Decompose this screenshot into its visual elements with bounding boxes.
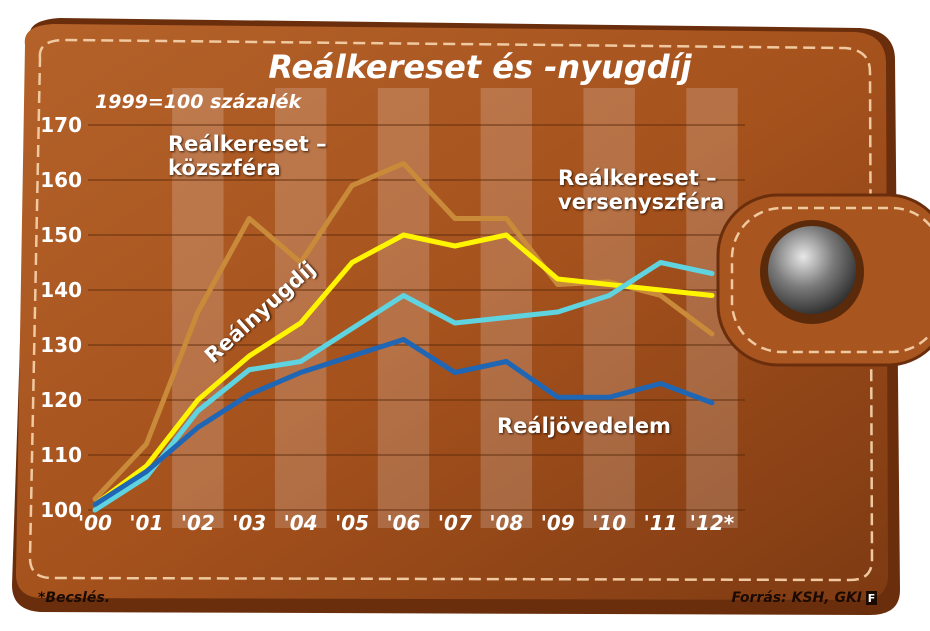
series-line bbox=[92, 161, 715, 502]
column-stripe bbox=[583, 88, 635, 528]
series-label: Reálkereset – versenyszféra bbox=[558, 166, 725, 214]
series-label: Reáljövedelem bbox=[497, 414, 671, 438]
x-tick-label: '08 bbox=[489, 511, 523, 535]
y-tick-label: 160 bbox=[40, 168, 82, 192]
series-line bbox=[92, 260, 715, 513]
y-tick-label: 120 bbox=[40, 388, 82, 412]
x-tick-label: '06 bbox=[387, 511, 421, 535]
x-tick-label: '10 bbox=[592, 511, 626, 535]
stitching bbox=[28, 38, 874, 582]
x-tick-label: '02 bbox=[181, 511, 215, 535]
column-stripe bbox=[480, 88, 533, 528]
x-tick-label: '12* bbox=[690, 511, 735, 535]
subtitle: 1999=100 százalék bbox=[95, 91, 303, 113]
x-tick-label: '01 bbox=[129, 511, 163, 535]
series-line bbox=[92, 337, 715, 507]
wallet-body bbox=[15, 24, 888, 600]
logo: F bbox=[868, 592, 876, 605]
button bbox=[768, 226, 856, 314]
x-tick-label: '00 bbox=[78, 511, 112, 535]
y-tick-label: 100 bbox=[40, 498, 82, 522]
footnote: *Becslés. bbox=[38, 590, 110, 606]
y-tick-label: 130 bbox=[40, 333, 82, 357]
y-tick-label: 170 bbox=[40, 113, 82, 137]
strap-stitching bbox=[730, 206, 930, 354]
logo-box bbox=[866, 591, 877, 605]
y-tick-label: 150 bbox=[40, 223, 82, 247]
series-line bbox=[92, 232, 715, 507]
x-tick-label: '04 bbox=[284, 511, 318, 535]
series-label: Reálkereset – közszféra bbox=[168, 132, 327, 180]
x-tick-label: '11 bbox=[644, 511, 678, 535]
x-tick-label: '05 bbox=[335, 511, 369, 535]
chart-title: Reálkereset és -nyugdíj bbox=[268, 48, 692, 86]
x-tick-label: '09 bbox=[541, 511, 575, 535]
x-tick-label: '03 bbox=[232, 511, 266, 535]
y-tick-label: 110 bbox=[40, 443, 82, 467]
x-tick-label: '07 bbox=[438, 511, 472, 535]
y-tick-label: 140 bbox=[40, 278, 82, 302]
source: Forrás: KSH, GKI bbox=[731, 590, 862, 606]
